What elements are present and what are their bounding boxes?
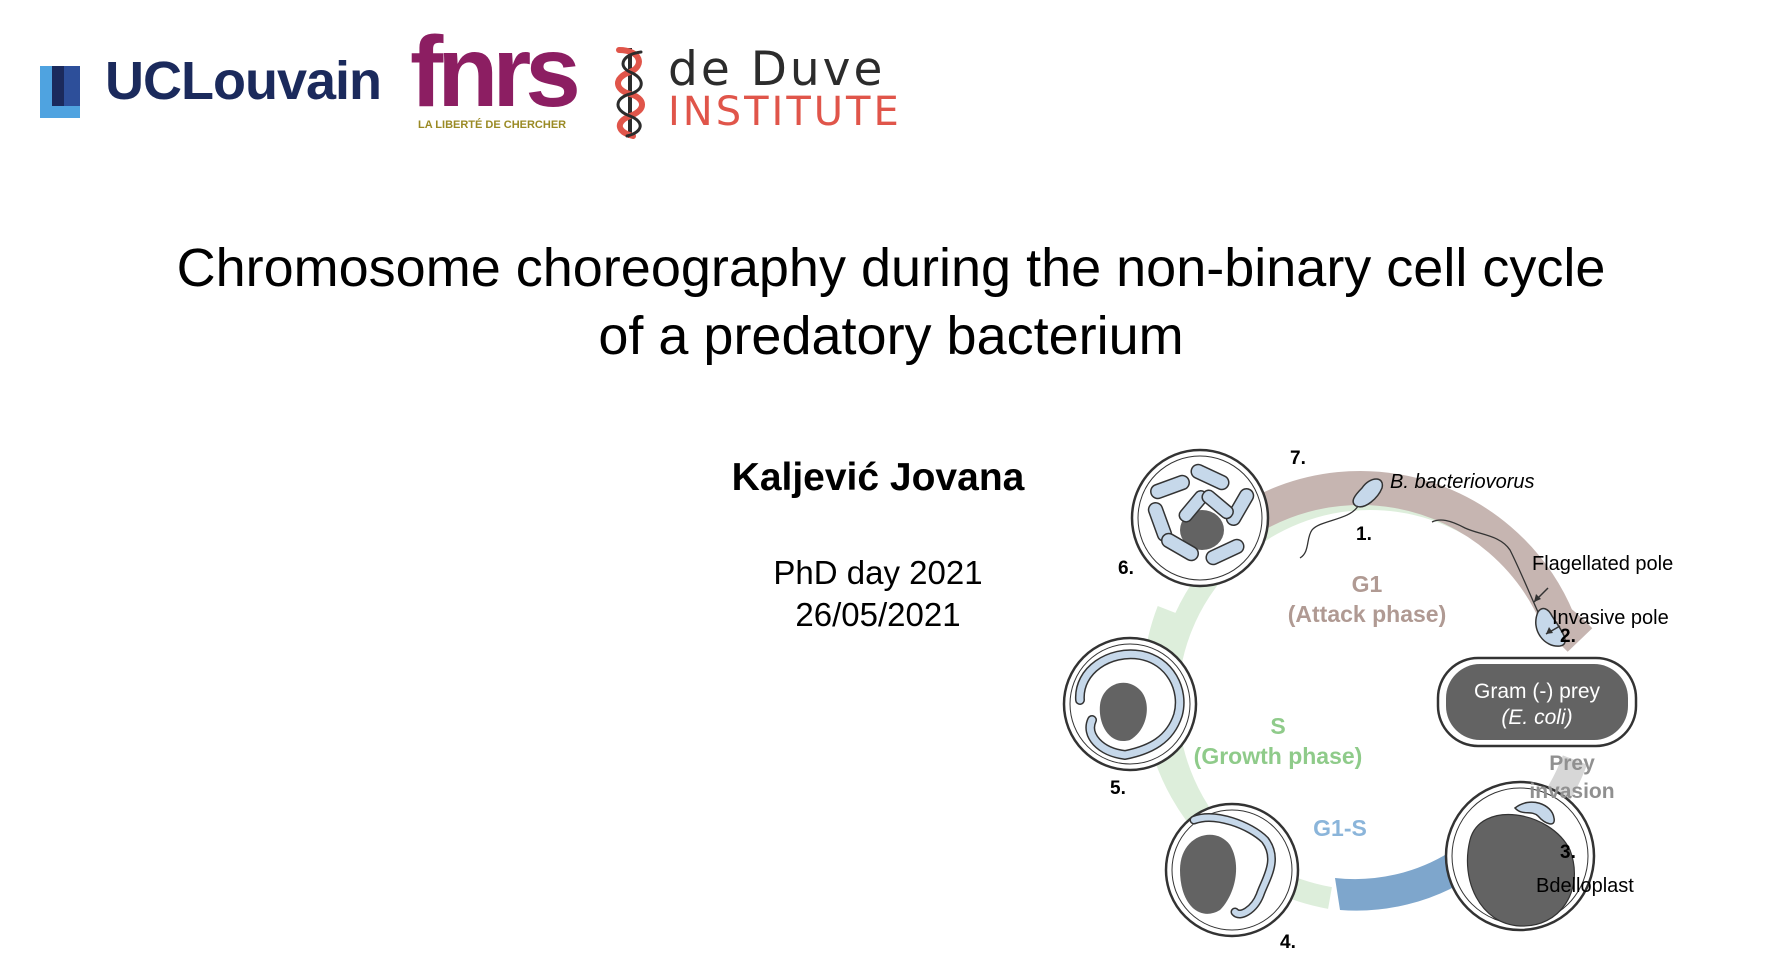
event-date: 26/05/2021 (795, 596, 961, 633)
invasion-label-line2: invasion (1529, 780, 1614, 803)
stage-4-cell (1164, 802, 1300, 938)
slide-title-line2: of a predatory bacterium (598, 306, 1184, 366)
event-info: PhD day 2021 26/05/2021 (718, 552, 1038, 636)
slide-title-line1: Chromosome choreography during the non-b… (176, 238, 1606, 298)
s-label: S (1270, 713, 1285, 739)
bdelloplast-label: Bdelloplast (1536, 875, 1634, 897)
logo-row: UCLouvain fnrs LA LIBERTÉ DE CHERCHER de… (0, 0, 1782, 150)
fnrs-tagline: LA LIBERTÉ DE CHERCHER (418, 119, 567, 131)
invasive-pole-label: Invasive pole (1552, 607, 1669, 629)
deduve-logo-subtext: INSTITUTE (668, 89, 902, 135)
prey-label-line1: Gram (-) prey (1474, 680, 1601, 703)
uclouvain-logo-text: UCLouvain (105, 51, 382, 111)
event-name: PhD day 2021 (773, 554, 983, 591)
stage-1-cell (1299, 478, 1384, 559)
g1s-label: G1-S (1313, 815, 1367, 841)
g1s-arc (1335, 852, 1470, 911)
stage-2-cell (1431, 519, 1566, 647)
step-2-label: 2. (1560, 626, 1576, 647)
step-4-label: 4. (1280, 932, 1296, 953)
step-5-label: 5. (1110, 778, 1126, 799)
stage-3-bdelloplast (1444, 780, 1596, 932)
stage-5-cell (1062, 636, 1198, 772)
invasion-label-line1: Prey (1549, 752, 1595, 775)
g1-label: G1 (1352, 571, 1383, 597)
step-7-label: 7. (1290, 448, 1306, 469)
g1-arc-cont (1547, 606, 1593, 652)
author-name: Kaljević Jovana (731, 456, 1025, 499)
flagellated-pole-label: Flagellated pole (1532, 553, 1673, 575)
s-sub-label: (Growth phase) (1194, 743, 1363, 769)
step-3-label: 3. (1560, 842, 1576, 863)
deduve-logo-text: de Duve (668, 42, 886, 97)
caduceus-icon (615, 47, 645, 139)
uclouvain-logo-mark (40, 66, 80, 118)
step-1-label: 1. (1356, 524, 1372, 545)
stage-6-cell (1130, 448, 1270, 588)
organism-label: B. bacteriovorus (1390, 471, 1535, 493)
slide-title: Chromosome choreography during the non-b… (0, 234, 1782, 370)
step-6-label: 6. (1118, 558, 1134, 579)
prey-cell (1436, 656, 1638, 748)
cell-cycle-diagram: 7. 1. 6. 2. 5. 3. 4. B. bacteriovorus Fl… (1062, 448, 1673, 953)
fnrs-logo-text: fnrs (410, 16, 581, 128)
g1-sub-label: (Attack phase) (1288, 601, 1446, 627)
prey-label-line2: (E. coli) (1501, 706, 1572, 729)
